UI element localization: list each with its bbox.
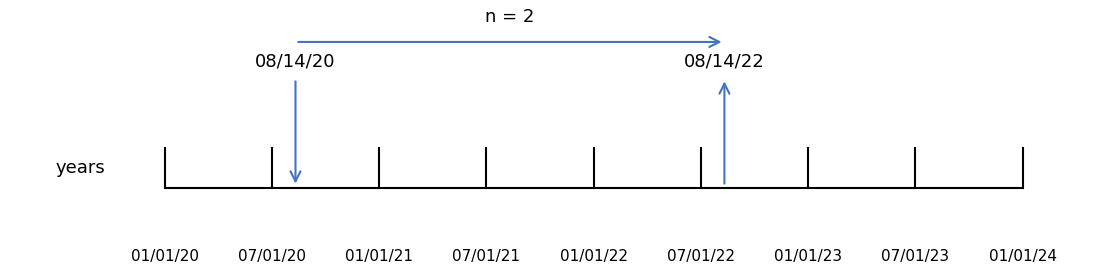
Text: 08/14/20: 08/14/20 <box>255 52 336 70</box>
Text: 01/01/23: 01/01/23 <box>774 249 842 264</box>
Text: 07/01/20: 07/01/20 <box>237 249 306 264</box>
Text: 01/01/20: 01/01/20 <box>131 249 198 264</box>
Text: 01/01/22: 01/01/22 <box>560 249 627 264</box>
Text: years: years <box>56 159 105 177</box>
Text: n = 2: n = 2 <box>485 8 534 26</box>
Text: 01/01/24: 01/01/24 <box>989 249 1056 264</box>
Text: 07/01/22: 07/01/22 <box>666 249 735 264</box>
Text: 07/01/21: 07/01/21 <box>452 249 521 264</box>
Text: 01/01/21: 01/01/21 <box>345 249 413 264</box>
Text: 07/01/23: 07/01/23 <box>881 249 950 264</box>
Text: 08/14/22: 08/14/22 <box>684 52 765 70</box>
